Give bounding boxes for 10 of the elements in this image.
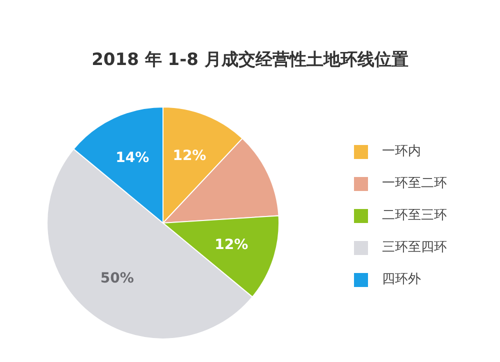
data-label: 50% <box>100 270 134 286</box>
data-label: 12% <box>214 237 248 254</box>
legend-label: 二环至三环 <box>382 207 447 225</box>
legend-label: 一环内 <box>382 143 421 161</box>
legend-label: 四环外 <box>382 271 421 289</box>
data-label: 14% <box>116 150 150 166</box>
data-label: 12% <box>172 148 206 164</box>
chart-title: 2018 年 1-8 月成交经营性土地环线位置 <box>90 49 410 72</box>
legend-label: 一环至二环 <box>382 175 447 193</box>
legend-label: 三环至四环 <box>382 239 447 257</box>
